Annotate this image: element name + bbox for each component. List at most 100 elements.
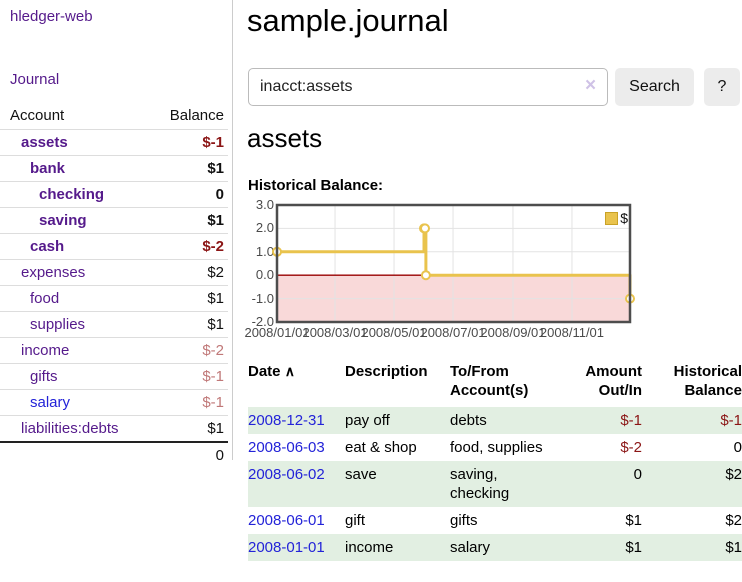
y-axis-tick-label: 1.0 xyxy=(255,243,274,259)
search-input[interactable] xyxy=(248,68,608,106)
sidebar-account-link[interactable]: liabilities:debts xyxy=(21,420,119,437)
transaction-date-link[interactable]: 2008-01-01 xyxy=(248,539,325,556)
transaction-balance: $2 xyxy=(725,512,742,529)
register-table: Date ∧ Description To/From Account(s) Am… xyxy=(248,358,742,561)
amount-column-header: Amount Out/In xyxy=(585,363,642,399)
account-total-row: 0 xyxy=(0,441,228,468)
sidebar-account-link[interactable]: saving xyxy=(39,212,87,229)
account-column-header: Account xyxy=(10,107,65,124)
sidebar-account-link[interactable]: checking xyxy=(39,186,105,203)
x-axis-tick-label: 2008/03/01 xyxy=(302,325,368,340)
chart-svg xyxy=(272,203,635,324)
account-row: liabilities:debts $1 xyxy=(0,415,228,442)
transaction-accounts: gifts xyxy=(450,512,478,529)
transaction-row: 2008-06-01 gift gifts $1 $2 xyxy=(248,507,742,534)
transaction-balance: $1 xyxy=(725,539,742,556)
transaction-accounts: food, supplies xyxy=(450,439,543,456)
account-total-balance: 0 xyxy=(152,441,228,468)
transaction-accounts: salary xyxy=(450,539,491,556)
transaction-date-link[interactable]: 2008-06-01 xyxy=(248,512,325,529)
account-balance: $1 xyxy=(152,415,228,442)
sidebar-account-link[interactable]: assets xyxy=(21,134,68,151)
account-row: cash $-2 xyxy=(0,233,228,260)
search-button[interactable]: Search xyxy=(615,68,694,106)
account-balance: $2 xyxy=(152,259,228,286)
balance-column-header-main: Historical Balance xyxy=(673,363,742,399)
date-column-header[interactable]: Date ∧ xyxy=(248,363,295,380)
account-row: income $-2 xyxy=(0,337,228,364)
sidebar-account-link[interactable]: bank xyxy=(30,160,66,177)
app-title-link[interactable]: hledger-web xyxy=(10,8,93,25)
description-column-header: Description xyxy=(345,363,428,380)
balance-column-header: Balance xyxy=(169,107,224,124)
account-balance: $-1 xyxy=(152,389,228,416)
sort-ascending-icon: ∧ xyxy=(284,363,295,379)
transaction-accounts: debts xyxy=(450,412,487,429)
account-balance: $-2 xyxy=(152,337,228,364)
sidebar-account-link[interactable]: food xyxy=(30,290,60,307)
account-row: checking 0 xyxy=(0,181,228,208)
sidebar-item-journal[interactable]: Journal xyxy=(10,71,60,88)
account-row: gifts $-1 xyxy=(0,363,228,390)
legend-swatch-icon xyxy=(605,211,619,225)
data-point-marker xyxy=(420,270,431,281)
x-axis-tick-label: 2008/05/01 xyxy=(361,325,427,340)
transaction-date-link[interactable]: 2008-06-03 xyxy=(248,439,325,456)
transaction-date-link[interactable]: 2008-06-02 xyxy=(248,466,325,483)
sidebar-account-link[interactable]: supplies xyxy=(30,316,86,333)
help-button[interactable]: ? xyxy=(704,68,740,106)
account-balance: $1 xyxy=(152,311,228,338)
account-row: bank $1 xyxy=(0,155,228,182)
data-point-marker xyxy=(420,223,430,234)
transaction-amount: $1 xyxy=(625,512,642,529)
sidebar-account-link[interactable]: income xyxy=(21,342,70,359)
accounts-column-header: To/From Account(s) xyxy=(450,363,529,399)
y-axis-tick-label: -2.0 xyxy=(251,314,274,329)
x-axis-tick-label: 2008/01/01 xyxy=(244,325,310,340)
account-balance: $-1 xyxy=(152,363,228,390)
account-row: saving $1 xyxy=(0,207,228,234)
page-title: sample.journal xyxy=(247,3,449,38)
sidebar-account-link[interactable]: expenses xyxy=(21,264,86,281)
account-row: assets $-1 xyxy=(0,129,228,156)
account-page-title: assets xyxy=(247,123,323,153)
account-row: expenses $2 xyxy=(0,259,228,286)
x-axis-tick-label: 2008/11/01 xyxy=(539,325,605,340)
account-balance: 0 xyxy=(152,181,228,208)
account-table-header-row: Account Balance xyxy=(0,103,228,130)
plot-border xyxy=(275,203,632,324)
sidebar-account-link[interactable]: cash xyxy=(30,238,65,255)
account-balance: $-1 xyxy=(152,129,228,156)
transaction-amount: $-2 xyxy=(620,439,642,456)
transaction-accounts: saving, checking xyxy=(450,466,510,502)
chart-x-labels: 2008/01/01 2008/03/01 2008/05/01 2008/07/01… xyxy=(244,325,638,341)
sidebar-divider xyxy=(232,0,233,460)
transaction-description: pay off xyxy=(345,412,390,429)
sidebar-account-link[interactable]: gifts xyxy=(30,368,58,385)
transaction-amount: 0 xyxy=(633,466,642,483)
transaction-description: income xyxy=(345,539,394,556)
transaction-date-link[interactable]: 2008-12-31 xyxy=(248,412,325,429)
transaction-amount: $1 xyxy=(625,539,642,556)
x-axis-tick-label: 2008/07/01 xyxy=(420,325,486,340)
transaction-row: 2008-06-03 eat & shop food, supplies $-2 0 xyxy=(248,434,742,461)
legend-label: $ xyxy=(620,210,628,226)
register-header-row: Date ∧ Description To/From Account(s) Am… xyxy=(248,358,742,407)
transaction-description: eat & shop xyxy=(345,439,417,456)
transaction-row: 2008-01-01 income salary $1 $1 xyxy=(248,534,742,561)
historical-balance-chart: 3.0 2.0 1.0 0.0 -1.0 -2.0 2008/01/01 2008/03/0… xyxy=(244,197,638,346)
clear-search-icon[interactable]: × xyxy=(585,75,597,96)
transaction-balance: 0 xyxy=(733,439,742,456)
y-axis-tick-label: 3.0 xyxy=(255,197,274,212)
sidebar-account-link[interactable]: salary xyxy=(30,394,71,411)
transaction-row: 2008-06-02 save saving, checking 0 $2 xyxy=(248,461,742,507)
transaction-row: 2008-12-31 pay off debts $-1 $-1 xyxy=(248,407,742,434)
transaction-description: save xyxy=(345,466,377,483)
transaction-balance: $-1 xyxy=(720,412,742,429)
account-row: supplies $1 xyxy=(0,311,228,338)
x-axis-tick-label: 2008/09/01 xyxy=(480,325,546,340)
chart-legend: $ xyxy=(605,210,628,226)
account-table-body: assets $-1 bank $1 checking 0 saving $1 cash $-2 e… xyxy=(0,129,228,442)
account-balance: $1 xyxy=(152,285,228,312)
account-row: salary $-1 xyxy=(0,389,228,416)
